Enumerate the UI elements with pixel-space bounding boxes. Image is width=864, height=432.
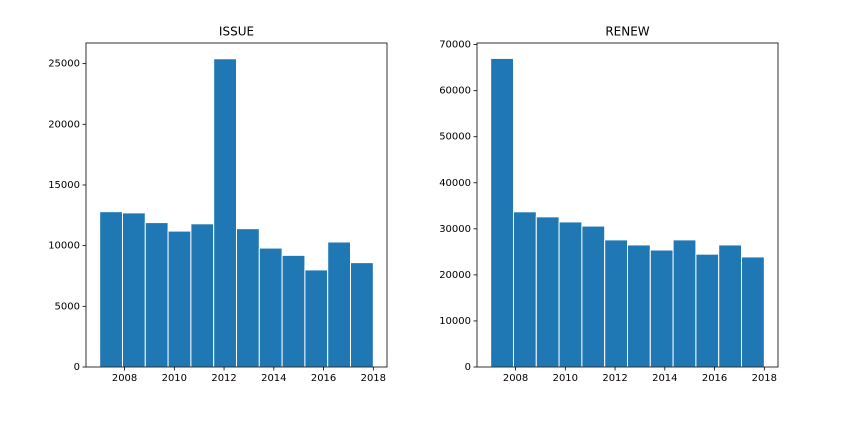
y-tick-label: 0	[465, 362, 471, 373]
x-tick-label: 2016	[702, 373, 727, 384]
bar	[604, 239, 629, 368]
bar	[581, 225, 606, 368]
y-tick-label: 15000	[48, 180, 80, 191]
y-tick-label: 40000	[439, 178, 471, 189]
y-tick-label: 0	[74, 362, 80, 373]
bar	[350, 262, 374, 368]
bar	[649, 249, 674, 368]
bar	[304, 269, 329, 368]
x-tick-label: 2008	[503, 373, 528, 384]
bar	[144, 222, 169, 368]
bar	[558, 221, 583, 368]
x-tick-label: 2014	[652, 373, 677, 384]
bar	[281, 254, 306, 368]
bar	[672, 239, 697, 368]
bar	[627, 244, 651, 368]
bar	[741, 256, 765, 368]
y-tick-label: 50000	[439, 132, 471, 143]
bar	[99, 211, 123, 368]
x-tick-label: 2008	[112, 373, 137, 384]
bar	[213, 58, 237, 368]
bar	[327, 241, 352, 368]
x-tick-label: 2010	[553, 373, 578, 384]
bar	[695, 253, 720, 368]
x-tick-label: 2014	[261, 373, 286, 384]
y-tick-label: 20000	[48, 119, 80, 130]
axes-frame	[476, 42, 779, 368]
x-tick-label: 2018	[752, 373, 777, 384]
bar	[258, 247, 283, 368]
bar	[490, 57, 514, 368]
x-tick-label: 2018	[361, 373, 386, 384]
y-tick-label: 5000	[55, 301, 80, 312]
y-tick-label: 30000	[439, 224, 471, 235]
y-tick-label: 10000	[48, 241, 80, 252]
x-tick-label: 2012	[211, 373, 236, 384]
bar	[121, 212, 146, 368]
y-tick-label: 20000	[439, 270, 471, 281]
x-tick-label: 2010	[162, 373, 187, 384]
bar	[167, 230, 192, 368]
y-tick-label: 60000	[439, 86, 471, 97]
bar	[718, 244, 743, 368]
bar	[535, 216, 560, 368]
chart-title: ISSUE	[219, 25, 254, 39]
bar	[512, 211, 537, 368]
y-tick-label: 70000	[439, 40, 471, 51]
x-tick-label: 2016	[311, 373, 336, 384]
bar	[190, 223, 215, 368]
y-tick-label: 10000	[439, 316, 471, 327]
axes-frame	[85, 42, 388, 368]
x-tick-label: 2012	[602, 373, 627, 384]
bar	[236, 228, 260, 368]
y-tick-label: 25000	[48, 59, 80, 70]
chart-title: RENEW	[605, 25, 649, 39]
